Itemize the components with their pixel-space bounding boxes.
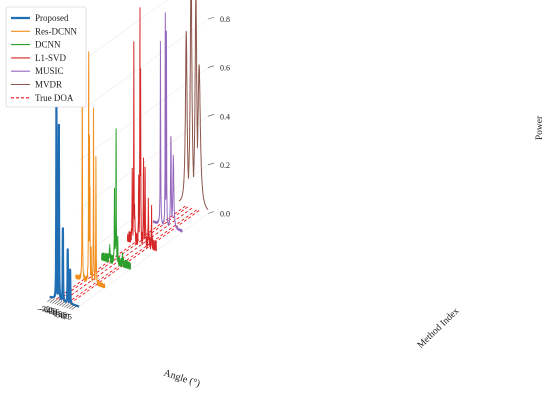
x-tick-label: 60: [61, 311, 70, 321]
x-tick: [49, 298, 56, 303]
z-gridline: [78, 213, 209, 307]
legend-label: DCNN: [35, 40, 61, 50]
z-tick-label: 0.6: [220, 64, 230, 73]
x-tick-label: −60: [39, 305, 52, 315]
z-tick-label: 0.2: [220, 161, 230, 170]
legend-label: MVDR: [35, 80, 62, 90]
true-doa-line: [56, 205, 186, 300]
x-tick: [71, 305, 77, 310]
x-tick: [47, 297, 53, 303]
series-line-mvdr: [178, 0, 209, 211]
true-doa-line: [69, 210, 200, 304]
true-doa-lines: [56, 205, 200, 304]
series-line-res-dcnn: [75, 41, 106, 289]
x-tick-label: 15: [54, 309, 63, 319]
legend-label: MUSIC: [35, 66, 64, 76]
legend-frame: [5, 6, 87, 108]
x-tick: [64, 303, 70, 308]
z-tick: [207, 162, 215, 166]
true-doa-line: [58, 206, 189, 301]
z-tick-label: 0.0: [220, 210, 230, 219]
x-tick-label: −75: [37, 304, 50, 314]
z-tick-label: 0.4: [220, 112, 230, 121]
z-tick-label: 0.8: [220, 15, 230, 24]
legend-label: True DOA: [35, 93, 74, 103]
x-tick-label: 30: [56, 309, 65, 319]
legend-label: Res-DCNN: [35, 26, 77, 36]
x-tick: [54, 299, 60, 305]
x-tick-label: 45: [58, 310, 67, 320]
y-axis: Method Index: [416, 306, 462, 351]
series-line-l1-svd: [126, 7, 157, 252]
x-tick-label: 75: [63, 312, 72, 322]
z-tick: [207, 211, 215, 214]
x-tick: [66, 303, 72, 309]
x-tick: [59, 301, 65, 306]
z-tick: [207, 65, 215, 68]
z-gridline: [78, 18, 209, 113]
series-lines: [49, 0, 209, 308]
x-tick-label: −45: [42, 305, 55, 315]
x-tick: [68, 304, 75, 310]
true-doa-line: [62, 207, 193, 302]
x-axis-label: Angle (°): [162, 368, 201, 390]
x-tick: [52, 299, 58, 304]
legend: Proposed Res-DCNN DCNN L1-SVD MUSIC MVDR True …: [5, 6, 87, 108]
z-tick: [207, 16, 215, 20]
z-gridline: [78, 67, 209, 161]
legend-label: L1-SVD: [35, 53, 66, 63]
x-tick-label: −15: [46, 307, 59, 317]
series-line-dcnn: [101, 128, 132, 270]
x-tick: [61, 302, 68, 307]
x-tick: [56, 300, 63, 306]
series-line-proposed: [49, 98, 80, 308]
legend-label: Proposed: [35, 13, 69, 23]
x-tick-label: −30: [44, 306, 57, 316]
x-tick-label: 0: [53, 308, 57, 318]
series-line-music: [152, 12, 183, 233]
y-axis-label: Method Index: [416, 306, 462, 351]
z-tick: [207, 114, 215, 117]
z-axis: Power 0.00.20.40.60.81.0: [207, 15, 545, 219]
z-axis-label: Power: [535, 115, 545, 140]
z-gridline: [78, 0, 168, 64]
z-gridlines: [78, 0, 209, 307]
